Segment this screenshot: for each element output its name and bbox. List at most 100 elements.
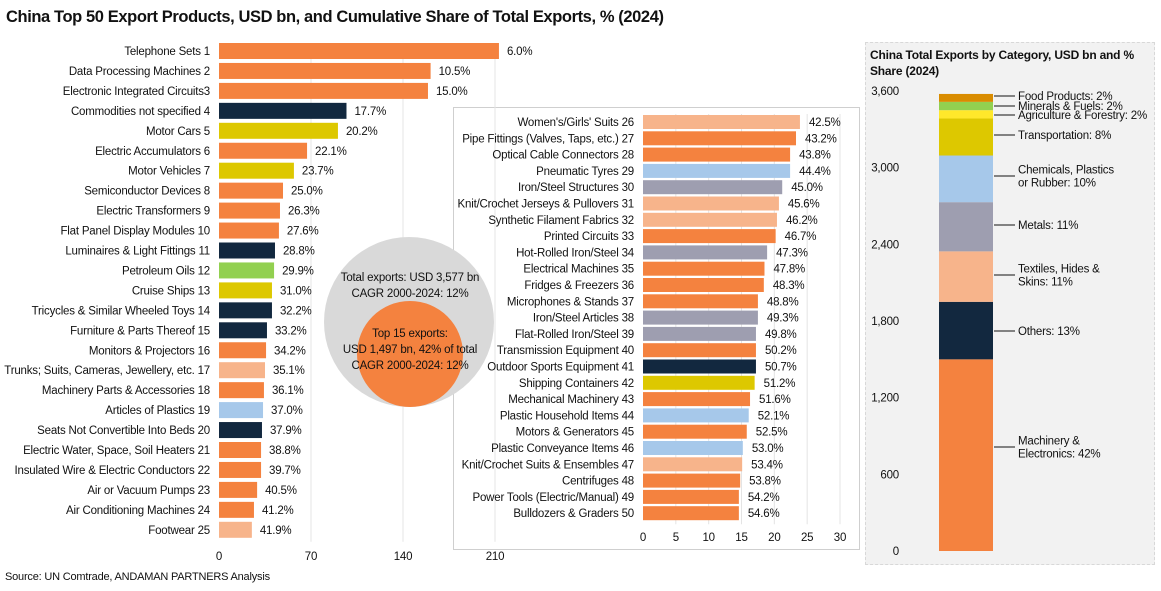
data-label: 29.9% bbox=[282, 265, 314, 277]
category-label: Knit/Crochet Jerseys & Pullovers 31 bbox=[458, 199, 634, 211]
category-label: Tricycles & Similar Wheeled Toys 14 bbox=[32, 305, 211, 317]
bubble-label-total: Total exports: USD 3,577 bn bbox=[341, 272, 479, 284]
stacked-segment bbox=[939, 101, 993, 111]
bar bbox=[643, 343, 756, 358]
bar bbox=[643, 473, 741, 488]
bar bbox=[219, 202, 280, 219]
category-label: Luminaires & Light Fittings 11 bbox=[65, 246, 210, 258]
bar bbox=[219, 521, 252, 538]
data-label: 36.1% bbox=[272, 385, 304, 397]
x-tick-label: 20 bbox=[768, 532, 780, 544]
bar bbox=[219, 102, 347, 119]
category-label: Hot-Rolled Iron/Steel 34 bbox=[516, 247, 635, 259]
data-label: 48.3% bbox=[773, 280, 805, 292]
category-label: Knit/Crochet Suits & Ensembles 47 bbox=[462, 459, 634, 471]
bar bbox=[219, 262, 275, 279]
category-label: Outdoor Sports Equipment 41 bbox=[487, 362, 634, 374]
category-label: Cruise Ships 13 bbox=[132, 285, 210, 297]
segment-label: Textiles, Hides & Skins: 11% bbox=[1018, 264, 1100, 289]
bar bbox=[643, 229, 776, 244]
data-label: 22.1% bbox=[315, 146, 347, 158]
segment-label: Machinery & Electronics: 42% bbox=[1018, 436, 1100, 461]
segment-label: Metals: 11% bbox=[1018, 220, 1078, 232]
source-note: Source: UN Comtrade, ANDAMAN PARTNERS An… bbox=[5, 571, 270, 583]
data-label: 32.2% bbox=[280, 305, 312, 317]
bar bbox=[219, 162, 294, 179]
category-label: Flat-Rolled Iron/Steel 39 bbox=[515, 329, 634, 341]
data-label: 35.1% bbox=[273, 365, 305, 377]
segment-label: Transportation: 8% bbox=[1018, 130, 1111, 142]
y-tick-label: 3,000 bbox=[871, 163, 899, 175]
data-label: 15.0% bbox=[436, 86, 468, 98]
bar bbox=[643, 294, 758, 309]
data-label: 49.3% bbox=[767, 313, 799, 325]
data-label: 43.8% bbox=[799, 150, 831, 162]
stacked-segment bbox=[939, 110, 993, 119]
data-label: 37.9% bbox=[270, 425, 302, 437]
bar bbox=[643, 310, 758, 325]
data-label: 53.8% bbox=[749, 476, 781, 488]
data-label: 51.2% bbox=[764, 378, 796, 390]
category-label: Insulated Wire & Electric Conductors 22 bbox=[15, 465, 210, 477]
y-tick-label: 0 bbox=[893, 546, 899, 558]
bar bbox=[643, 212, 777, 227]
category-label: Women's/Girls' Suits 26 bbox=[517, 117, 634, 129]
bubble-label-total: CAGR 2000-2024: 12% bbox=[351, 288, 468, 300]
data-label: 17.7% bbox=[354, 106, 386, 118]
category-label: Air or Vacuum Pumps 23 bbox=[87, 485, 210, 497]
bar bbox=[219, 382, 264, 399]
category-label: Motors & Generators 45 bbox=[516, 427, 634, 439]
data-label: 10.5% bbox=[439, 66, 471, 78]
bar bbox=[219, 402, 264, 419]
bar bbox=[219, 442, 262, 458]
bar bbox=[219, 342, 267, 359]
bar bbox=[219, 461, 262, 478]
bar bbox=[219, 422, 262, 439]
category-label: Microphones & Stands 37 bbox=[507, 296, 634, 308]
bar bbox=[219, 282, 272, 299]
stacked-segment bbox=[939, 202, 993, 252]
category-label: Shipping Containers 42 bbox=[519, 378, 634, 390]
bar bbox=[643, 326, 756, 341]
category-label: Trunks; Suits, Cameras, Jewellery, etc. … bbox=[4, 365, 210, 377]
x-tick-label: 0 bbox=[640, 532, 646, 544]
bar bbox=[219, 43, 499, 59]
bar bbox=[643, 424, 747, 439]
data-label: 45.6% bbox=[788, 199, 820, 211]
category-label: Furniture & Parts Thereof 15 bbox=[70, 325, 210, 337]
bar bbox=[219, 222, 279, 239]
data-label: 54.2% bbox=[748, 492, 780, 504]
stacked-segment bbox=[939, 359, 993, 551]
category-label: Seats Not Convertible Into Beds 20 bbox=[37, 425, 210, 437]
category-label: Centrifuges 48 bbox=[562, 476, 634, 488]
category-label: Commodities not specified 4 bbox=[71, 106, 211, 118]
data-label: 26.3% bbox=[288, 206, 320, 218]
data-label: 48.8% bbox=[767, 296, 799, 308]
bar bbox=[643, 441, 743, 455]
bar bbox=[643, 489, 739, 504]
x-tick-label: 30 bbox=[834, 532, 846, 544]
bar bbox=[219, 142, 308, 159]
y-tick-label: 2,400 bbox=[871, 239, 899, 251]
bar bbox=[219, 122, 338, 139]
stacked-segment bbox=[939, 155, 993, 203]
bar bbox=[643, 359, 756, 374]
category-label: Motor Cars 5 bbox=[146, 126, 210, 138]
category-label: Petroleum Oils 12 bbox=[122, 265, 210, 277]
category-label: Plastic Conveyance Items 46 bbox=[491, 443, 634, 455]
data-label: 34.2% bbox=[274, 345, 306, 357]
x-tick-label: 0 bbox=[216, 551, 222, 563]
category-label: Power Tools (Electric/Manual) 49 bbox=[473, 492, 634, 504]
category-label: Electric Accumulators 6 bbox=[95, 146, 210, 158]
data-label: 6.0% bbox=[507, 46, 532, 58]
bar bbox=[643, 147, 791, 162]
bar bbox=[643, 163, 791, 178]
bubble-label-top15: CAGR 2000-2024: 12% bbox=[351, 360, 468, 372]
bar bbox=[643, 278, 764, 292]
segment-label: Minerals & Fuels: 2% bbox=[1018, 101, 1123, 113]
segment-label: Agriculture & Forestry: 2% bbox=[1018, 110, 1147, 122]
bubble-label-top15: USD 1,497 bn, 42% of total bbox=[343, 344, 477, 356]
y-tick-label: 1,800 bbox=[871, 316, 899, 328]
data-label: 31.0% bbox=[280, 285, 312, 297]
data-label: 54.6% bbox=[748, 508, 780, 520]
